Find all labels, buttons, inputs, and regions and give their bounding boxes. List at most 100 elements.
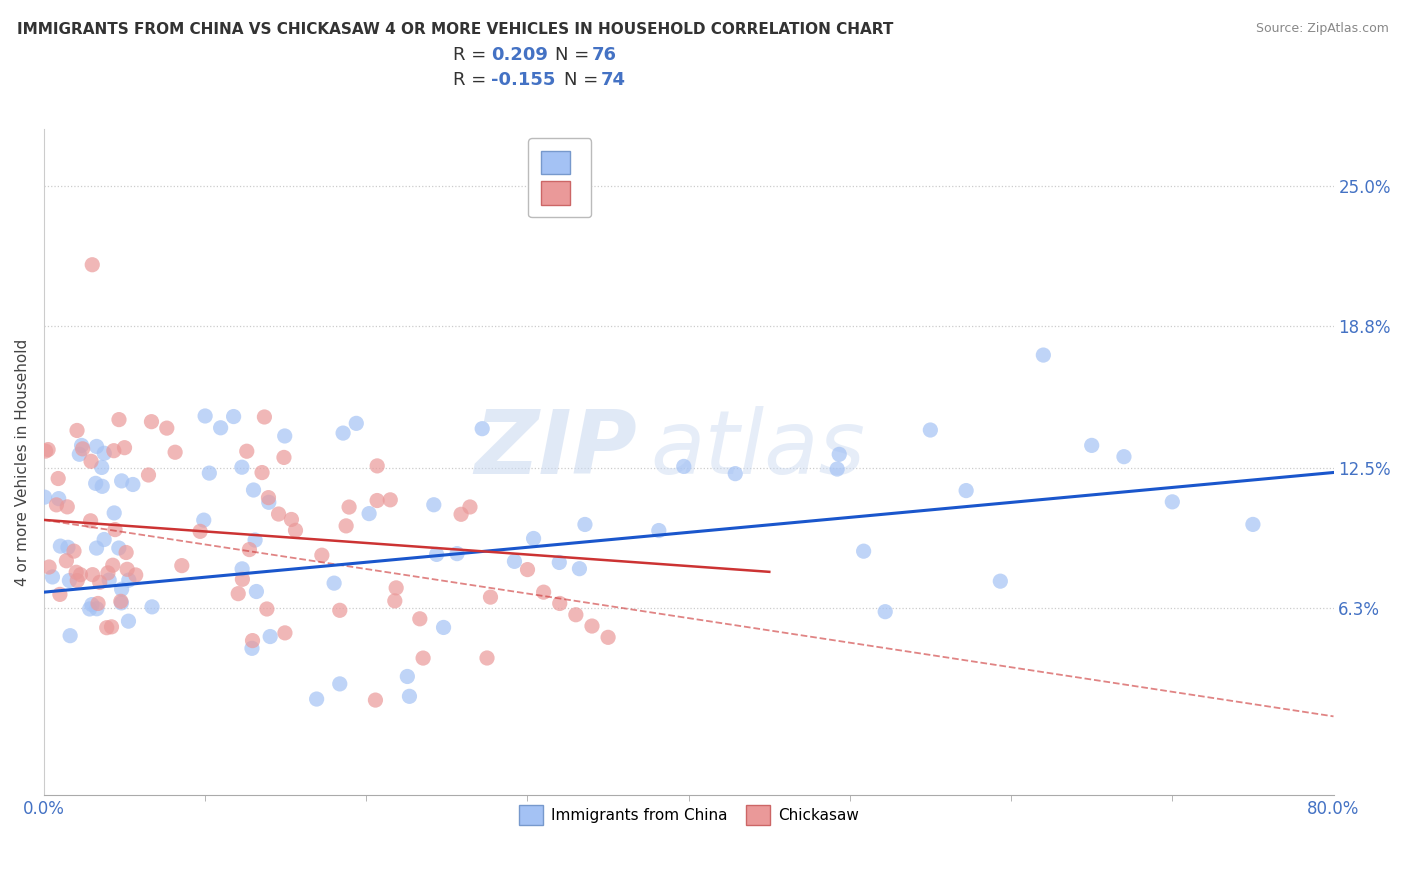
Point [93, 533, 115, 547]
Point [256, 602, 278, 616]
Point [110, 594, 132, 608]
Legend: Immigrants from China, Chickasaw: Immigrants from China, Chickasaw [513, 799, 865, 831]
Point [170, 558, 193, 573]
Point [565, 607, 588, 622]
Point [209, 421, 232, 435]
Point [366, 458, 388, 473]
Point [875, 605, 897, 619]
Point [380, 492, 402, 507]
Point [852, 544, 875, 558]
Point [111, 582, 134, 597]
Text: R =: R = [453, 46, 492, 64]
Point [231, 562, 253, 576]
Point [115, 562, 138, 576]
Point [82, 258, 104, 272]
Text: R =: R = [453, 71, 492, 89]
Point [101, 558, 124, 573]
Point [503, 554, 526, 568]
Point [65, 566, 87, 580]
Point [55, 554, 77, 568]
Point [37, 442, 59, 457]
Point [475, 651, 498, 665]
Point [1241, 517, 1264, 532]
Point [724, 467, 747, 481]
Point [329, 677, 352, 691]
Point [96, 621, 118, 635]
Point [231, 572, 253, 586]
Point [242, 483, 264, 497]
Point [366, 493, 388, 508]
Point [329, 603, 352, 617]
Point [236, 444, 259, 458]
Point [108, 541, 131, 555]
Point [242, 633, 264, 648]
Point [385, 581, 408, 595]
Point [90, 460, 112, 475]
Point [46, 471, 69, 485]
Point [49, 587, 72, 601]
Point [332, 426, 354, 441]
Point [111, 474, 134, 488]
Point [574, 517, 596, 532]
Text: IMMIGRANTS FROM CHINA VS CHICKASAW 4 OR MORE VEHICLES IN HOUSEHOLD CORRELATION C: IMMIGRANTS FROM CHINA VS CHICKASAW 4 OR … [17, 22, 893, 37]
Point [533, 585, 555, 599]
Text: 74: 74 [600, 71, 626, 89]
Text: Source: ZipAtlas.com: Source: ZipAtlas.com [1256, 22, 1389, 36]
Point [568, 562, 591, 576]
Point [67, 447, 90, 461]
Point [93, 446, 115, 460]
Point [66, 424, 89, 438]
Point [87, 597, 110, 611]
Point [423, 498, 446, 512]
Point [250, 466, 273, 480]
Point [34, 444, 56, 458]
Point [38, 560, 60, 574]
Point [828, 447, 851, 461]
Point [45, 498, 67, 512]
Point [257, 491, 280, 505]
Point [141, 599, 163, 614]
Point [117, 614, 139, 628]
Text: 0.209: 0.209 [491, 46, 547, 64]
Point [59, 629, 82, 643]
Point [479, 590, 502, 604]
Point [412, 651, 434, 665]
Point [274, 626, 297, 640]
Point [344, 417, 367, 431]
Point [34, 490, 56, 504]
Point [115, 545, 138, 559]
Point [121, 477, 143, 491]
Point [648, 524, 671, 538]
Point [257, 495, 280, 509]
Point [72, 442, 94, 456]
Point [89, 575, 111, 590]
Point [69, 567, 91, 582]
Point [63, 544, 86, 558]
Point [259, 630, 281, 644]
Point [86, 439, 108, 453]
Point [471, 422, 494, 436]
Point [103, 506, 125, 520]
Point [125, 568, 148, 582]
Point [70, 438, 93, 452]
Point [364, 693, 387, 707]
Point [548, 597, 571, 611]
Text: N =: N = [564, 71, 603, 89]
Point [194, 409, 217, 423]
Point [598, 630, 620, 644]
Point [396, 669, 419, 683]
Point [955, 483, 977, 498]
Point [1032, 348, 1054, 362]
Point [305, 692, 328, 706]
Point [58, 574, 80, 588]
Point [49, 539, 72, 553]
Point [284, 524, 307, 538]
Point [56, 541, 79, 555]
Point [253, 409, 276, 424]
Point [335, 519, 357, 533]
Point [1161, 495, 1184, 509]
Point [48, 491, 70, 506]
Point [86, 541, 108, 555]
Point [337, 500, 360, 514]
Point [243, 533, 266, 547]
